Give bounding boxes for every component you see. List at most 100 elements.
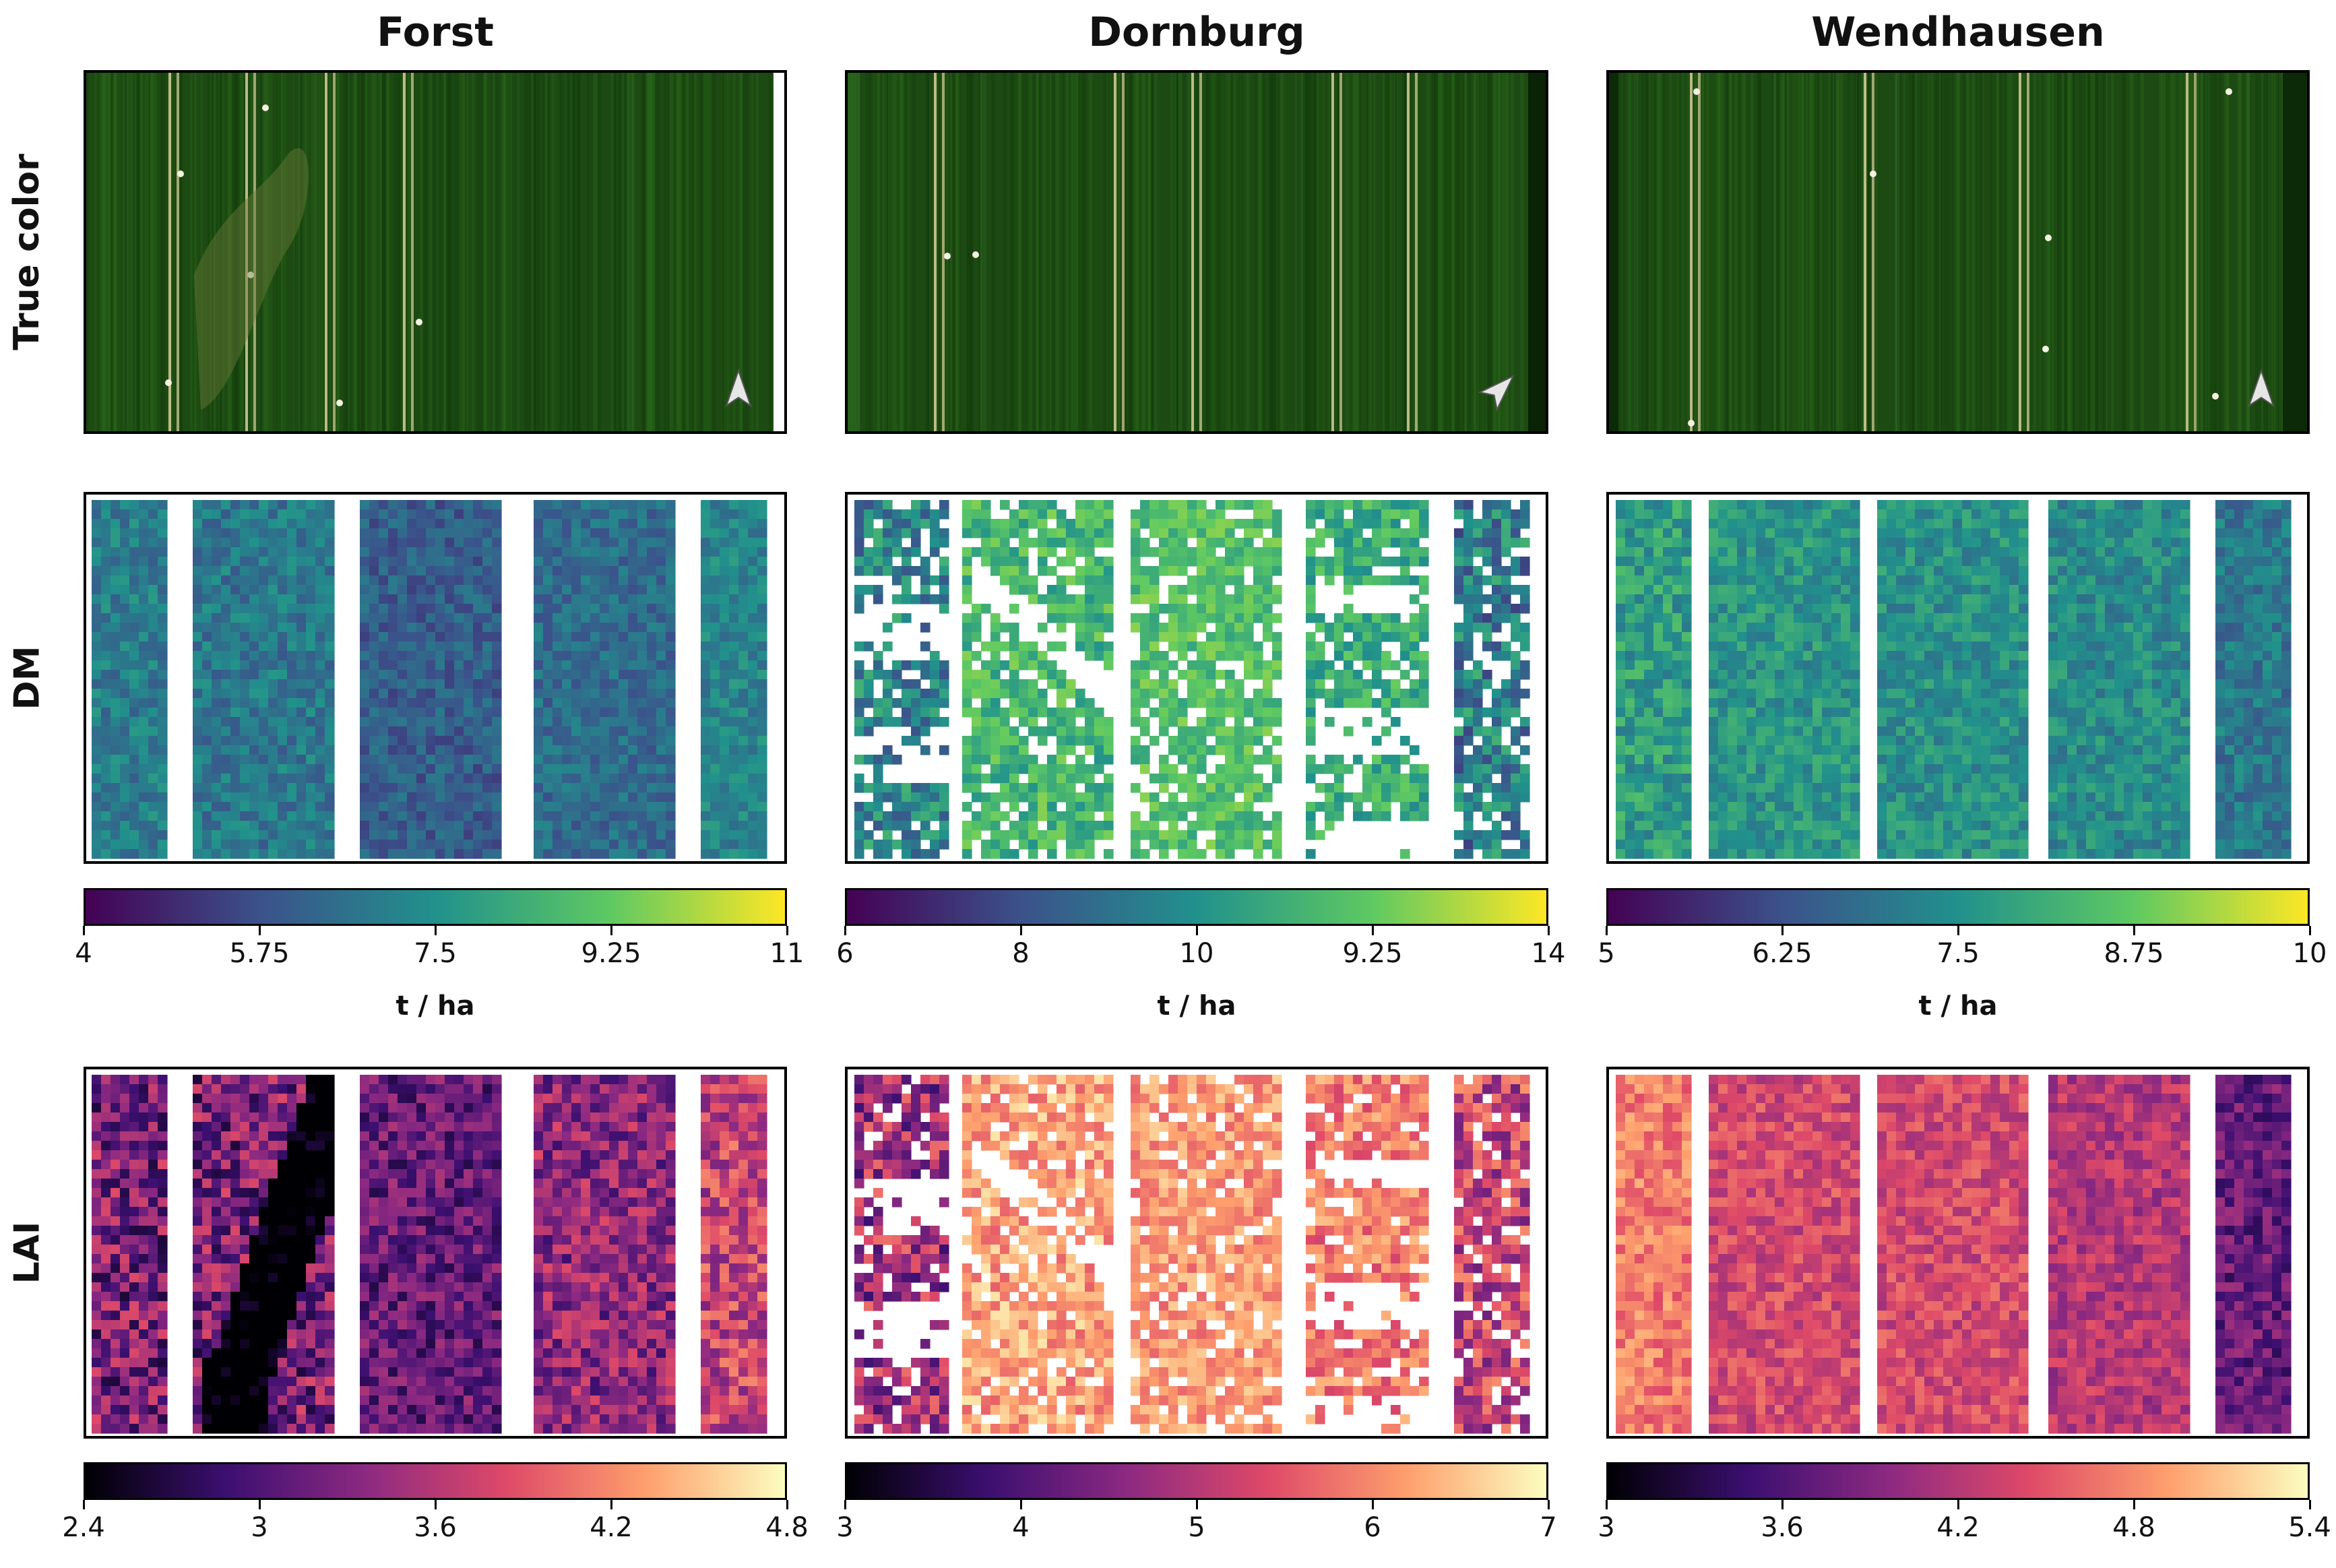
heatmap-cell (553, 849, 563, 859)
heatmap-cell (1511, 519, 1521, 529)
heatmap-cell (1454, 689, 1464, 699)
heatmap-cell (600, 575, 610, 586)
heatmap-cell (139, 708, 149, 718)
tramline (2019, 73, 2021, 431)
heatmap-cell (230, 736, 241, 746)
heatmap-cell (473, 547, 483, 557)
heatmap-cell (1178, 736, 1188, 746)
heatmap-cell (720, 736, 730, 746)
heatmap-cell (1746, 821, 1757, 831)
heatmap-cell (407, 651, 417, 661)
heatmap-cell (1244, 783, 1254, 793)
heatmap-cell (278, 660, 288, 670)
heatmap-cell (1019, 840, 1029, 850)
heatmap-cell (1653, 689, 1664, 699)
heatmap-cell (1473, 755, 1483, 765)
heatmap-cell (1028, 641, 1038, 652)
heatmap-cell (1372, 500, 1382, 510)
heatmap-cell (1473, 726, 1483, 736)
heatmap-cell (464, 689, 474, 699)
heatmap-cell (1682, 802, 1692, 812)
heatmap-cell (416, 708, 427, 718)
heatmap-cell (1244, 585, 1254, 595)
heatmap-cell (249, 660, 259, 670)
heatmap-cell (1682, 755, 1692, 765)
heatmap-cell (1756, 783, 1766, 793)
heatmap-cell (1216, 641, 1226, 652)
heatmap-cell (287, 500, 297, 510)
heatmap-cell (1511, 528, 1521, 538)
heatmap-cell (1187, 736, 1197, 746)
heatmap-cell (407, 821, 417, 831)
heatmap-cell (1728, 774, 1738, 784)
heatmap-cell (1482, 509, 1492, 520)
heatmap-cell (1473, 783, 1483, 793)
heatmap-cell (445, 575, 455, 586)
heatmap-cell (1803, 811, 1813, 821)
heatmap-cell (666, 708, 676, 718)
heatmap-cell (1501, 509, 1511, 520)
heatmap-cell (1047, 717, 1057, 727)
heatmap-cell (1325, 500, 1335, 510)
heatmap-cell (1482, 708, 1492, 718)
heatmap-cell (268, 651, 278, 661)
heatmap-cell (221, 566, 231, 576)
heatmap-cell (369, 575, 379, 586)
heatmap-cell (1038, 547, 1048, 557)
heatmap-cell (202, 566, 212, 576)
heatmap-cell (287, 613, 297, 623)
heatmap-cell (883, 698, 893, 708)
heatmap-cell (562, 557, 572, 567)
heatmap-cell (981, 708, 991, 718)
heatmap-cell (1168, 717, 1178, 727)
heatmap-cell (647, 745, 657, 755)
heatmap-cell (416, 641, 427, 652)
heatmap-cell (534, 585, 544, 595)
heatmap-cell (1511, 632, 1521, 642)
field-strip (701, 500, 767, 859)
heatmap-cell (1746, 698, 1757, 708)
heatmap-cell (609, 641, 619, 652)
heatmap-cell (553, 500, 563, 510)
heatmap-cell (1075, 632, 1085, 642)
heatmap-cell (1482, 840, 1492, 850)
heatmap-cell (1216, 632, 1226, 642)
heatmap-cell (92, 736, 102, 746)
heatmap-cell (1644, 509, 1654, 520)
heatmap-cell (1709, 840, 1719, 850)
heatmap-cell (1454, 736, 1464, 746)
heatmap-cell (1709, 849, 1719, 859)
heatmap-cell (1672, 575, 1682, 586)
heatmap-cell (259, 849, 269, 859)
heatmap-cell (92, 821, 102, 831)
heatmap-cell (1419, 774, 1429, 784)
heatmap-cell (1794, 519, 1804, 529)
heatmap-cell (883, 745, 893, 755)
heatmap-cell (666, 764, 676, 774)
heatmap-cell (1362, 792, 1372, 803)
heatmap-cell (656, 802, 666, 812)
heatmap-cell (701, 726, 711, 736)
heatmap-cell (388, 792, 398, 803)
heatmap-cell (1028, 500, 1038, 510)
heatmap-cell (562, 604, 572, 614)
heatmap-cell (1197, 509, 1207, 520)
heatmap-cell (1009, 708, 1019, 718)
heatmap-cell (1038, 764, 1048, 774)
heatmap-cell (854, 538, 864, 548)
heatmap-cell (1381, 528, 1391, 538)
heatmap-cell (1756, 528, 1766, 538)
heatmap-cell (571, 547, 581, 557)
heatmap-cell (930, 660, 940, 670)
heatmap-cell (1187, 623, 1197, 633)
heatmap-cell (1168, 538, 1178, 548)
heatmap-cell (202, 557, 212, 567)
heatmap-cell (920, 660, 930, 670)
heatmap-cell (1850, 641, 1860, 652)
heatmap-cell (1482, 774, 1492, 784)
heatmap-cell (1492, 755, 1502, 765)
heatmap-cell (1682, 613, 1692, 623)
heatmap-cell (1482, 670, 1492, 680)
heatmap-cell (562, 660, 572, 670)
heatmap-cell (647, 604, 657, 614)
